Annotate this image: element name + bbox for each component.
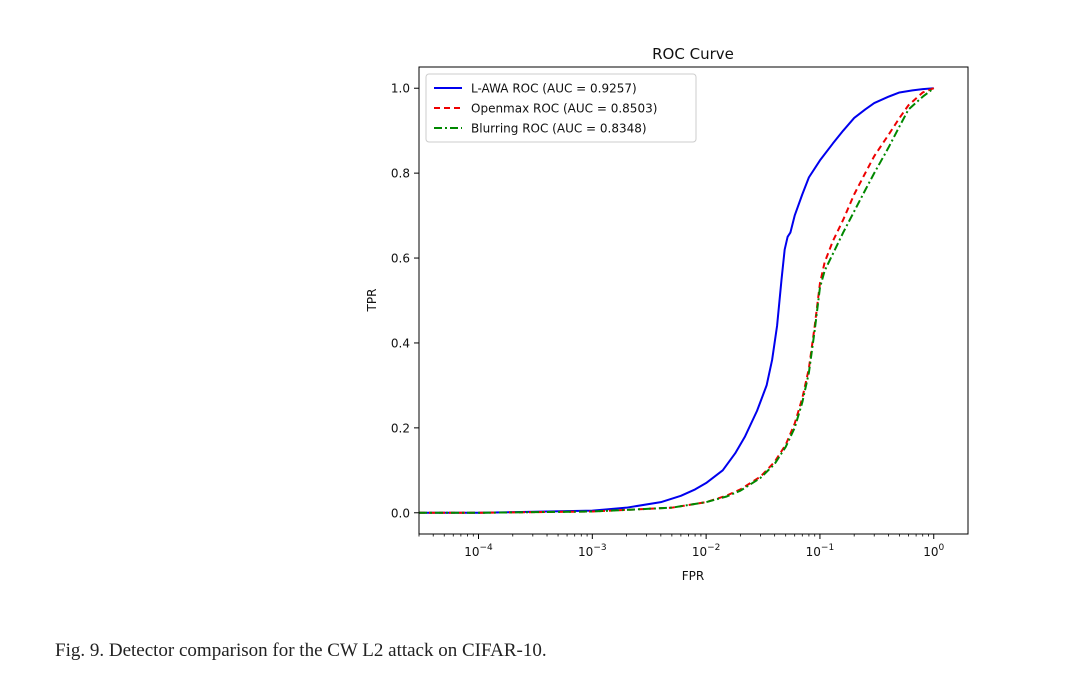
x-tick-label: 10−4 — [464, 543, 493, 559]
y-tick-label: 0.0 — [391, 506, 410, 520]
y-axis-label: TPR — [365, 289, 379, 313]
legend-label-2: Blurring ROC (AUC = 0.8348) — [471, 122, 647, 136]
x-tick-label: 10−1 — [806, 543, 835, 559]
legend-box — [425, 73, 697, 143]
series-line-2 — [419, 87, 935, 514]
series-line-1 — [419, 87, 935, 514]
series-line-0 — [419, 87, 934, 514]
x-axis: 10−4 10−3 10−2 10−1 100 — [418, 534, 945, 559]
y-tick-label: 0.4 — [391, 336, 410, 350]
y-tick-label: 1.0 — [391, 82, 410, 96]
y-tick-label: 0.6 — [391, 252, 410, 266]
x-axis-label: FPR — [682, 569, 704, 583]
plot-frame — [418, 66, 969, 535]
y-axis: 0.0 0.2 0.4 0.6 0.8 1.0 — [391, 82, 419, 520]
y-tick-label: 0.2 — [391, 421, 410, 435]
y-tick-label: 0.8 — [391, 167, 410, 181]
x-tick-label: 100 — [923, 543, 944, 559]
x-tick-label: 10−2 — [692, 543, 721, 559]
chart-title: ROC Curve — [652, 45, 734, 63]
figure-caption: Fig. 9. Detector comparison for the CW L… — [55, 640, 547, 661]
legend-label-0: L-AWA ROC (AUC = 0.9257) — [471, 82, 637, 96]
x-tick-label: 10−3 — [578, 543, 607, 559]
series-layer — [419, 87, 935, 514]
legend: L-AWA ROC (AUC = 0.9257) Openmax ROC (AUC… — [425, 73, 697, 143]
legend-label-1: Openmax ROC (AUC = 0.8503) — [471, 102, 657, 116]
roc-chart: ROC Curve 10−4 10−3 10−2 10−1 100 0.00.20.40… — [365, 45, 969, 583]
